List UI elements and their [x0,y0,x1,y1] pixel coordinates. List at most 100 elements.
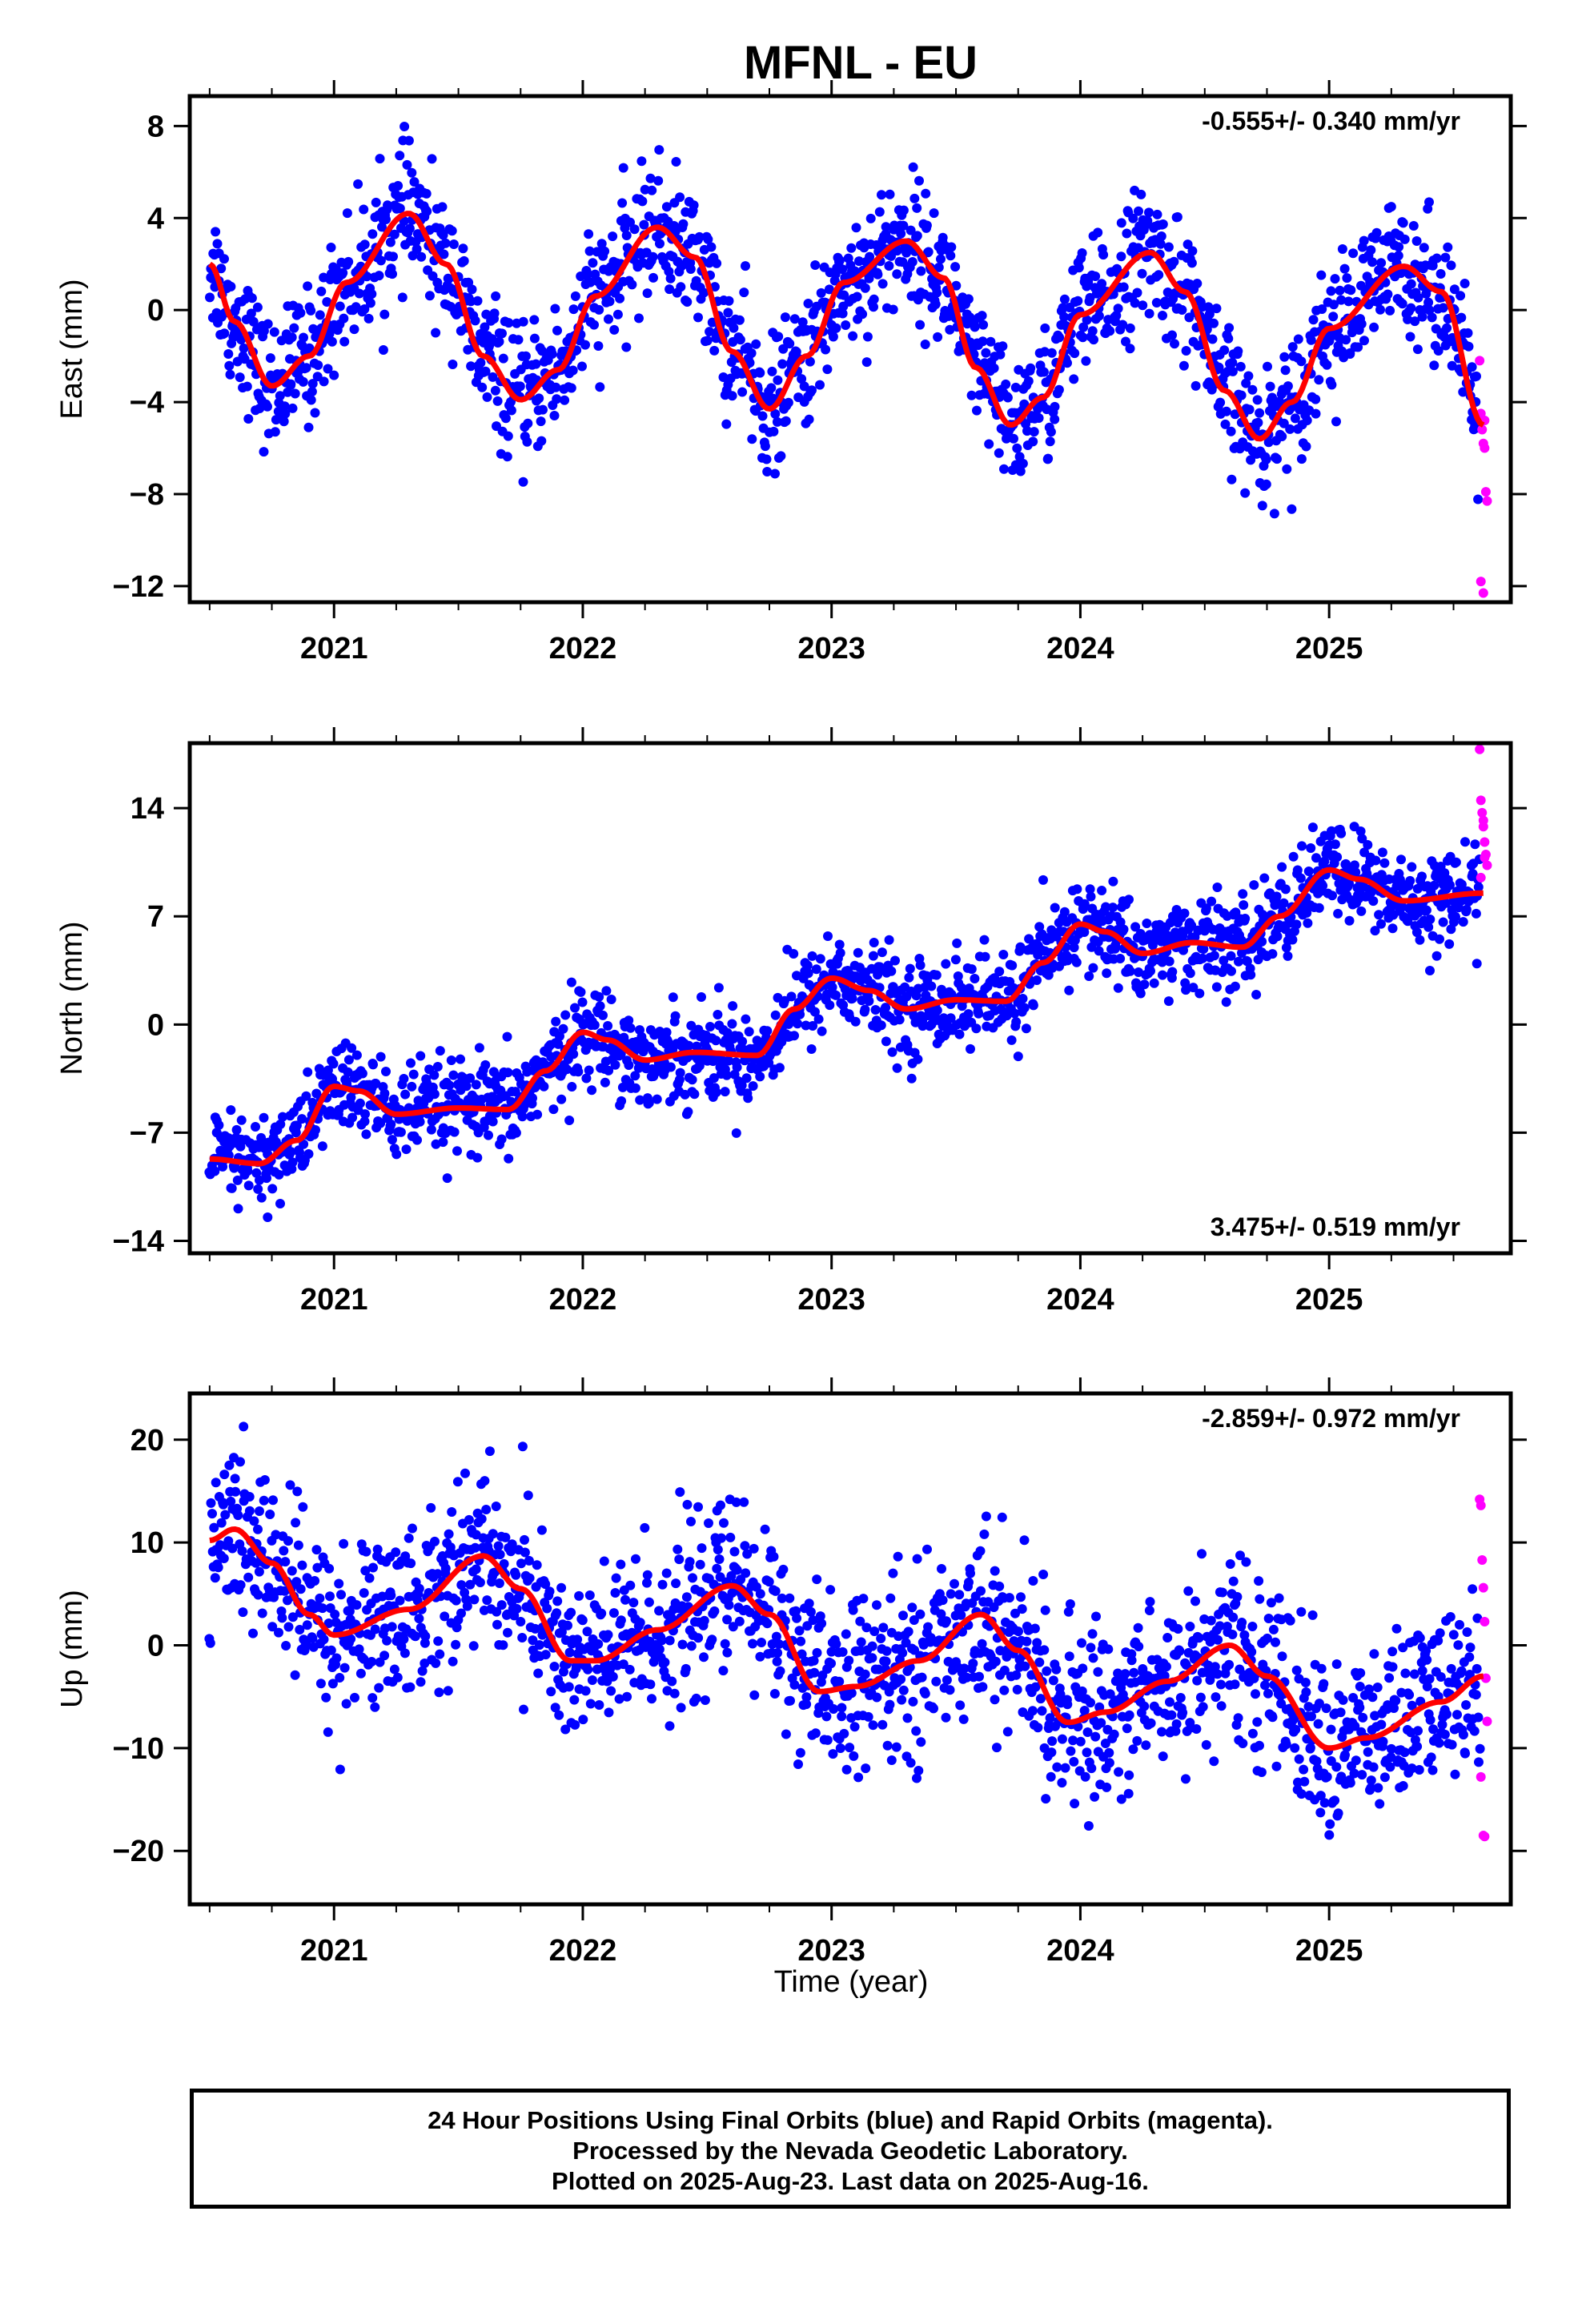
north-final-point [1379,858,1390,868]
up-final-point [1086,1763,1097,1774]
east-final-point [921,188,931,199]
north-final-point [347,1112,358,1123]
up-final-point [519,1704,528,1715]
up-final-point [410,1631,420,1642]
east-final-point [984,439,994,449]
east-final-point [1285,424,1295,434]
east-final-point [1267,392,1277,403]
up-final-point [550,1703,560,1713]
north-final-point [235,1141,246,1152]
east-final-point [359,304,370,314]
east-final-point [536,416,546,427]
north-final-point [1377,847,1387,858]
east-final-point [381,215,391,224]
east-final-point [1050,414,1060,424]
north-final-point [994,967,1005,977]
east-final-point [655,239,665,249]
north-x-tick-label: 2023 [797,1283,865,1317]
east-final-point [822,364,833,375]
east-final-point [915,320,926,330]
up-final-point [1016,1592,1026,1602]
east-final-point [1158,311,1167,320]
north-final-point [561,1064,572,1075]
east-final-point [335,301,345,312]
east-final-point [1207,334,1218,344]
up-final-point [364,1573,375,1583]
north-final-point [1356,906,1367,916]
up-final-point [994,1581,1005,1591]
east-final-point [804,414,814,424]
east-final-point [1156,231,1166,241]
up-y-tick-label: 0 [147,1630,164,1663]
north-final-point [275,1199,285,1208]
up-final-point [749,1543,759,1554]
east-final-point [1087,326,1098,336]
up-final-point [319,1634,329,1645]
east-final-point [395,151,405,161]
north-y-tick-label: 0 [147,1008,164,1042]
east-final-point [1070,348,1080,359]
north-final-point [724,1055,734,1066]
up-final-point [1020,1661,1030,1671]
up-final-point [237,1546,247,1556]
up-final-point [259,1495,269,1506]
north-final-point [744,1027,754,1037]
north-final-point [275,1119,286,1129]
north-final-point [1267,949,1278,959]
up-final-point [681,1592,692,1602]
east-final-point [999,464,1009,474]
east-final-point [803,299,813,308]
east-final-point [1172,212,1182,222]
up-final-point [704,1518,713,1528]
up-final-point [767,1639,777,1649]
north-x-tick-label: 2025 [1295,1283,1363,1317]
up-final-point [572,1634,583,1645]
east-final-point [1059,294,1070,304]
north-final-point [214,1120,224,1130]
north-final-point [774,1063,785,1073]
north-final-point [1130,922,1141,932]
north-final-point [587,1085,597,1096]
up-final-point [274,1627,283,1638]
up-final-point [771,1631,781,1642]
up-final-point [1066,1746,1076,1756]
up-final-point [1062,1699,1073,1710]
up-final-point [685,1557,695,1567]
up-final-point [1096,1718,1106,1728]
north-final-point [1415,935,1425,945]
east-final-point [389,229,400,239]
east-x-tick-label: 2023 [797,632,865,665]
east-final-point [363,313,374,324]
north-final-point [1307,822,1318,833]
up-final-point [699,1652,709,1663]
up-final-point [346,1634,356,1644]
east-final-point [310,408,320,418]
up-final-point [1124,1770,1134,1780]
up-final-point [707,1634,717,1645]
up-final-point [443,1686,453,1696]
east-final-point [892,246,902,256]
north-final-point [347,1043,357,1053]
up-final-point [370,1702,380,1712]
north-final-point [1059,907,1070,917]
east-final-point [529,333,540,344]
up-final-point [691,1693,701,1703]
up-final-point [295,1625,305,1634]
up-final-point [456,1608,466,1618]
east-final-point [243,414,254,424]
east-final-point [828,332,838,342]
up-final-point [992,1743,1002,1753]
up-final-point [793,1759,803,1769]
up-final-point [976,1586,986,1596]
east-final-point [888,304,898,315]
north-x-tick-label: 2024 [1046,1283,1114,1317]
north-final-point [1221,997,1231,1007]
up-final-point [1206,1615,1216,1626]
north-final-point [504,1153,514,1164]
up-final-point [867,1653,877,1663]
north-final-point [1238,889,1248,899]
north-final-point [381,1067,391,1076]
north-final-point [416,1051,426,1061]
east-final-point [1348,248,1359,259]
up-final-point [406,1558,416,1569]
